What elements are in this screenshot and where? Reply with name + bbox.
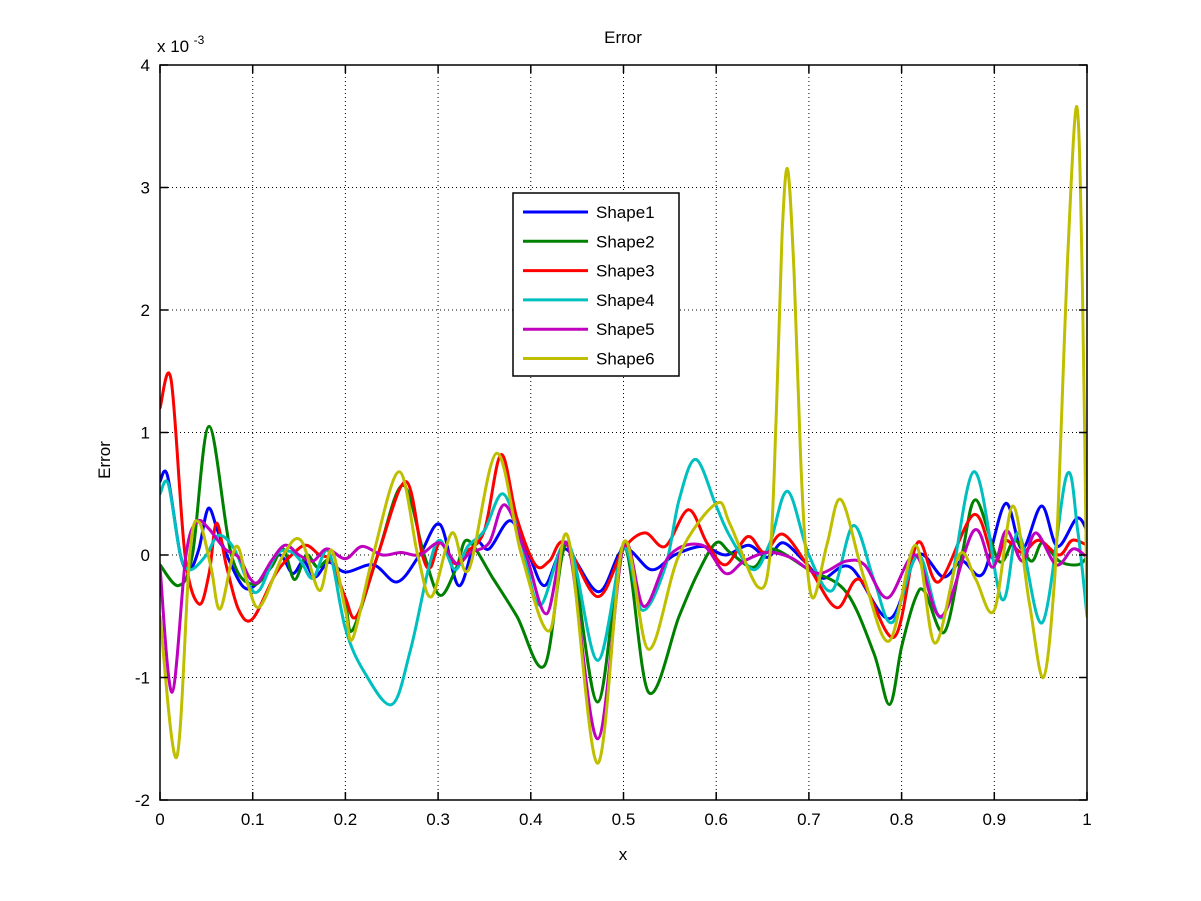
y-tick-label: 0 [141, 546, 150, 565]
y-tick-label: -1 [135, 669, 150, 688]
legend-entry: Shape5 [523, 320, 655, 339]
x-tick-label: 0.7 [797, 810, 821, 829]
x-tick-label: 0 [155, 810, 164, 829]
legend-box [512, 192, 680, 377]
series-line-shape2 [160, 424, 1087, 707]
y-axis-label: Error [95, 441, 114, 479]
x-tick-label: 0.3 [426, 810, 450, 829]
legend-entry-label: Shape6 [596, 350, 655, 369]
x-tick-label: 0.5 [612, 810, 636, 829]
x-tick-labels: 0 0.1 0.2 0.3 0.4 0.5 0.6 0.7 0.8 0.9 1 [155, 810, 1091, 829]
y-exponent-label: x 10 -3 [157, 33, 205, 56]
x-tick-label: 0.9 [982, 810, 1006, 829]
legend-entry-label: Shape3 [596, 262, 655, 281]
y-tick-labels: -2 -1 0 1 2 3 4 [135, 56, 150, 810]
series-line-shape6 [160, 105, 1087, 765]
legend-entry: Shape1 [523, 203, 655, 222]
legend-entry: Shape3 [523, 262, 655, 281]
y-tick-label: 4 [141, 56, 150, 75]
legend-entry: Shape2 [523, 232, 655, 251]
legend-entry: Shape6 [523, 350, 655, 369]
y-exponent-power: -3 [194, 33, 205, 47]
y-tick-label: 3 [141, 179, 150, 198]
x-tick-label: 0.4 [519, 810, 543, 829]
legend-entry-label: Shape5 [596, 320, 655, 339]
x-tick-label: 1 [1082, 810, 1091, 829]
legend-entry: Shape4 [523, 291, 655, 310]
y-exponent-prefix: x 10 [157, 37, 189, 56]
series-line-shape4 [160, 457, 1087, 707]
series-lines [160, 105, 1087, 765]
y-tick-label: 2 [141, 301, 150, 320]
y-tick-label: 1 [141, 424, 150, 443]
legend-entry-label: Shape4 [596, 291, 655, 310]
series-line-shape5 [160, 503, 1087, 741]
legend-entry-label: Shape1 [596, 203, 655, 222]
x-tick-label: 0.2 [334, 810, 358, 829]
tick-marks [159, 64, 1088, 801]
y-tick-label: -2 [135, 791, 150, 810]
x-axis-label: x [619, 845, 628, 864]
grid-lines [160, 65, 1087, 800]
plot-title: Error [604, 28, 642, 47]
legend-entry-label: Shape2 [596, 232, 655, 251]
x-tick-label: 0.1 [241, 810, 265, 829]
legend: Shape1 Shape2 Shape3 Shape4 Shape5 Shape6 [512, 192, 680, 377]
x-tick-label: 0.6 [704, 810, 728, 829]
x-tick-label: 0.8 [890, 810, 914, 829]
